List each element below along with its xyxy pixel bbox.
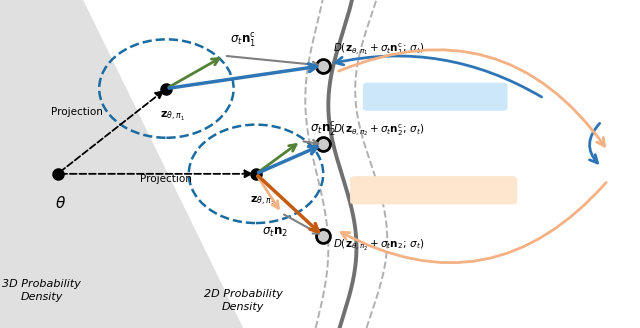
Text: Projection: Projection [140, 174, 193, 184]
FancyArrowPatch shape [335, 56, 541, 97]
Text: $\theta$: $\theta$ [55, 195, 67, 211]
Text: 2D Probability
Density: 2D Probability Density [204, 289, 283, 312]
Text: $\sigma_t \mathbf{n}_1^{\rm c}$: $\sigma_t \mathbf{n}_1^{\rm c}$ [230, 32, 257, 49]
Text: Inconsistent: Inconsistent [388, 184, 480, 197]
Text: $\sigma_t \mathbf{n}_2^{\rm c}$: $\sigma_t \mathbf{n}_2^{\rm c}$ [310, 120, 337, 138]
Text: $D(\mathbf{z}_{\theta,\pi_2} + \sigma_t \mathbf{n}_2^{\rm c};\, \sigma_t)$: $D(\mathbf{z}_{\theta,\pi_2} + \sigma_t … [333, 122, 424, 138]
Text: $\mathbf{z}_{\theta,\pi_1}$: $\mathbf{z}_{\theta,\pi_1}$ [161, 110, 185, 123]
Text: $D(\mathbf{z}_{\theta,\pi_1} + \sigma_t \mathbf{n}_1^{\rm c};\, \sigma_t)$: $D(\mathbf{z}_{\theta,\pi_1} + \sigma_t … [333, 42, 424, 57]
Text: Consistent: Consistent [396, 90, 475, 103]
Text: $\mathbf{z}_{\theta,\pi_2}$: $\mathbf{z}_{\theta,\pi_2}$ [250, 195, 275, 208]
Text: Projection: Projection [51, 107, 103, 116]
FancyArrowPatch shape [339, 50, 605, 146]
FancyArrowPatch shape [589, 123, 600, 163]
Text: $D(\mathbf{z}_{\theta,\pi_2} + \sigma_t \mathbf{n}_2;\, \sigma_t)$: $D(\mathbf{z}_{\theta,\pi_2} + \sigma_t … [333, 238, 424, 253]
FancyBboxPatch shape [363, 83, 508, 111]
Polygon shape [0, 0, 243, 328]
FancyArrowPatch shape [341, 182, 606, 263]
Text: 3D Probability
Density: 3D Probability Density [2, 279, 81, 302]
FancyBboxPatch shape [350, 176, 517, 204]
Text: $\sigma_t \mathbf{n}_2$: $\sigma_t \mathbf{n}_2$ [262, 226, 288, 239]
